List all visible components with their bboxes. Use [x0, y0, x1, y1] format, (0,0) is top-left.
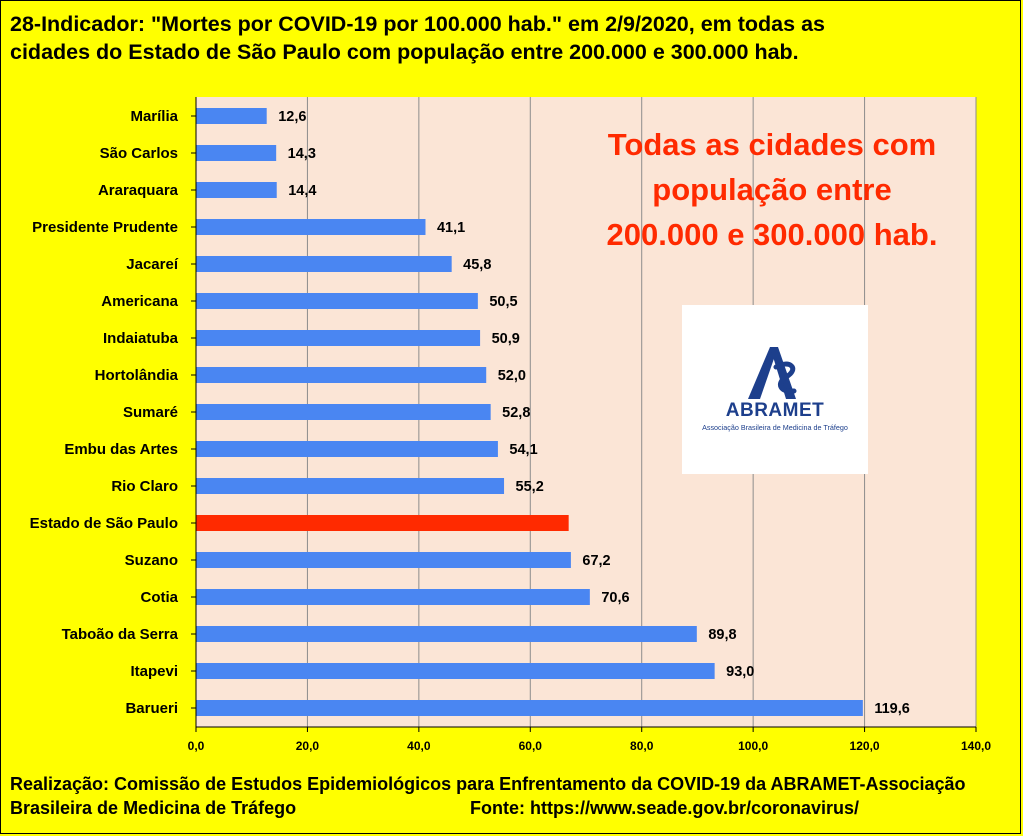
value-label: 52,8 [502, 405, 530, 421]
bar-highlight [196, 515, 569, 531]
bars [196, 108, 863, 716]
x-tick-label: 40,0 [407, 739, 431, 753]
category-label: Cotia [141, 589, 179, 606]
category-label: Indaiatuba [103, 330, 179, 347]
value-label: 52,0 [498, 368, 526, 384]
category-label: Taboão da Serra [62, 626, 179, 643]
category-label: Itapevi [130, 663, 178, 680]
category-label: Suzano [125, 552, 178, 569]
x-axis-ticks: 0,0 20,0 40,0 60,0 80,0 100,0 120,0 140,0 [188, 727, 991, 753]
bar [196, 367, 487, 383]
bar [196, 145, 277, 161]
bar [196, 219, 426, 235]
bar [196, 552, 571, 568]
x-tick-label: 80,0 [630, 739, 654, 753]
x-tick-label: 20,0 [296, 739, 320, 753]
category-labels: Marília São Carlos Araraquara Presidente Pr… [30, 108, 179, 717]
category-label: Jacareí [126, 256, 179, 273]
bar [196, 589, 590, 605]
value-label: 67,2 [582, 553, 610, 569]
value-label: 55,2 [516, 479, 544, 495]
category-label: Presidente Prudente [32, 219, 178, 236]
category-label: São Carlos [100, 145, 178, 162]
bar [196, 663, 715, 679]
bar [196, 626, 697, 642]
x-tick-label: 0,0 [188, 739, 205, 753]
chart-title: 28-Indicador: "Mortes por COVID-19 por 1… [10, 12, 825, 64]
bar [196, 256, 452, 272]
value-label: 50,9 [492, 331, 520, 347]
bar [196, 441, 498, 457]
x-tick-label: 100,0 [738, 739, 768, 753]
category-label: Barueri [125, 700, 178, 717]
category-label: Sumaré [123, 404, 178, 421]
category-label: Embu das Artes [64, 441, 178, 458]
value-label: 50,5 [489, 294, 517, 310]
x-tick-label: 60,0 [519, 739, 543, 753]
bar [196, 108, 267, 124]
x-tick-label: 120,0 [850, 739, 880, 753]
category-label: Marília [130, 108, 178, 125]
footer-credit-line1: Realização: Comissão de Estudos Epidemio… [10, 774, 966, 794]
value-label: 41,1 [437, 220, 465, 236]
bar [196, 404, 491, 420]
category-label: Araraquara [98, 182, 179, 199]
logo-subtitle: Associação Brasileira de Medicina de Trá… [702, 423, 848, 432]
bar [196, 330, 481, 346]
value-label: 89,8 [708, 627, 736, 643]
category-label: Americana [101, 293, 178, 310]
value-label: 12,6 [278, 109, 306, 125]
value-label: 14,3 [288, 146, 316, 162]
value-labels: 12,6 14,3 14,4 41,1 45,8 50,5 50,9 52,0 52,8 54,1… [278, 109, 910, 717]
value-label: 45,8 [463, 257, 491, 273]
footer-source: Fonte: https://www.seade.gov.br/coronavi… [470, 798, 860, 818]
value-label: 119,6 [874, 701, 910, 717]
x-tick-label: 140,0 [961, 739, 991, 753]
bar [196, 478, 505, 494]
value-label: 54,1 [509, 442, 537, 458]
category-label: Rio Claro [111, 478, 178, 495]
footer-credit-line2: Brasileira de Medicina de Tráfego [10, 798, 297, 818]
value-label: 14,4 [288, 183, 316, 199]
category-label: Hortolândia [95, 367, 179, 384]
value-label-highlight: 66,8 [580, 516, 608, 532]
annotation-text: Todas as cidades com população entre 200… [606, 127, 938, 252]
category-label: Estado de São Paulo [30, 515, 178, 532]
logo-name: ABRAMET [725, 400, 825, 421]
abramet-logo-mark-icon [748, 347, 797, 399]
bar [196, 700, 863, 716]
value-label: 93,0 [726, 664, 754, 680]
abramet-logo: ABRAMET Associação Brasileira de Medicin… [682, 305, 868, 474]
bar [196, 293, 478, 309]
value-label: 70,6 [601, 590, 629, 606]
bar [196, 182, 277, 198]
